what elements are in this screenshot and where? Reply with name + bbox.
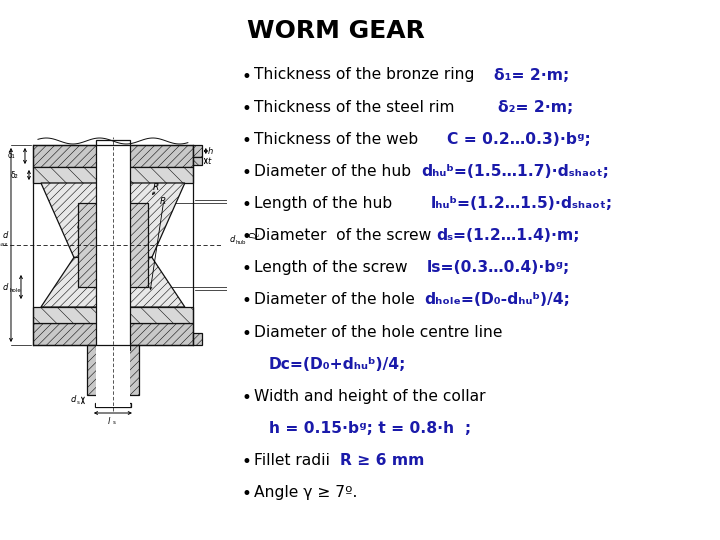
Text: Diameter of the hole: Diameter of the hole [254, 293, 425, 307]
Text: Thickness of the web: Thickness of the web [254, 132, 447, 147]
Text: •: • [242, 453, 251, 471]
Text: Fillet radii: Fillet radii [254, 453, 340, 468]
Text: •: • [242, 389, 251, 407]
Polygon shape [33, 167, 193, 183]
Text: C: C [111, 235, 117, 245]
Text: D: D [250, 232, 258, 238]
Text: a max: a max [0, 242, 8, 247]
Text: Diameter of the hole centre line: Diameter of the hole centre line [254, 325, 503, 340]
Text: Diameter  of the screw: Diameter of the screw [254, 228, 436, 243]
Bar [95, 403, 131, 407]
Bar [96, 345, 130, 407]
Text: dₕₒₗₑ=(D₀-dₕᵤᵇ)/4;: dₕₒₗₑ=(D₀-dₕᵤᵇ)/4; [425, 293, 570, 307]
Text: •: • [242, 325, 251, 342]
Bar [193, 145, 202, 157]
Text: Dᴄ=(D₀+dₕᵤᵇ)/4;: Dᴄ=(D₀+dₕᵤᵇ)/4; [269, 356, 406, 372]
Bar [193, 333, 202, 345]
Text: •: • [242, 132, 251, 150]
Text: Diameter of the hub: Diameter of the hub [254, 164, 420, 179]
Text: Angle γ ≥ 7º.: Angle γ ≥ 7º. [254, 485, 357, 500]
Text: δ₂: δ₂ [11, 171, 19, 179]
Text: C = 0.2…0.3)·bᵍ;: C = 0.2…0.3)·bᵍ; [447, 132, 591, 147]
Text: d: d [77, 222, 82, 231]
Text: δ₂= 2·m;: δ₂= 2·m; [498, 99, 574, 114]
Text: d: d [3, 282, 9, 292]
Text: Thickness of the bronze ring: Thickness of the bronze ring [254, 68, 494, 83]
Text: t: t [208, 157, 211, 165]
Text: s: s [113, 421, 116, 426]
Text: •: • [242, 164, 251, 182]
Text: δ₁: δ₁ [7, 152, 15, 160]
Text: R: R [153, 184, 159, 192]
Text: dₕᵤᵇ=(1.5…1.7)·dₛₕₐₒₜ;: dₕᵤᵇ=(1.5…1.7)·dₛₕₐₒₜ; [420, 164, 608, 179]
Text: hub: hub [235, 240, 246, 246]
Text: Length of the hub: Length of the hub [254, 196, 431, 211]
Bar [99, 395, 127, 403]
Text: Width and height of the collar: Width and height of the collar [254, 389, 485, 404]
Polygon shape [41, 258, 185, 307]
Text: •: • [242, 485, 251, 503]
Bar [87, 345, 139, 395]
Text: R ≥ 6 mm: R ≥ 6 mm [340, 453, 424, 468]
Text: •: • [242, 293, 251, 310]
Bar [96, 140, 130, 350]
Text: shaft: shaft [84, 227, 98, 232]
Text: hub: hub [113, 273, 125, 279]
Text: d: d [230, 235, 235, 245]
Text: c: c [256, 233, 261, 237]
Text: h: h [208, 146, 213, 156]
Text: Thickness of the steel rim: Thickness of the steel rim [254, 99, 498, 114]
Text: l: l [108, 416, 110, 426]
Polygon shape [33, 145, 193, 167]
Text: dₛ=(1.2…1.4)·m;: dₛ=(1.2…1.4)·m; [436, 228, 580, 243]
Text: h = 0.15·bᵍ; t = 0.8·h  ;: h = 0.15·bᵍ; t = 0.8·h ; [269, 421, 471, 436]
Text: WORM GEAR: WORM GEAR [246, 19, 424, 43]
Text: d: d [3, 231, 8, 240]
Text: s: s [77, 400, 80, 404]
Text: •: • [242, 196, 251, 214]
Bar [78, 203, 148, 287]
Text: R: R [160, 197, 166, 206]
Text: ls=(0.3…0.4)·bᵍ;: ls=(0.3…0.4)·bᵍ; [427, 260, 570, 275]
Bar [33, 145, 193, 345]
Bar [193, 157, 202, 165]
Text: Length of the screw: Length of the screw [254, 260, 427, 275]
Text: hole: hole [10, 287, 22, 293]
Text: d: d [71, 395, 76, 403]
Text: •: • [242, 228, 251, 246]
Polygon shape [33, 323, 193, 345]
Text: l: l [107, 269, 109, 279]
Text: •: • [242, 99, 251, 118]
Text: •: • [242, 68, 251, 85]
Text: δ₁= 2·m;: δ₁= 2·m; [494, 68, 569, 83]
Polygon shape [33, 307, 193, 323]
Polygon shape [41, 183, 185, 258]
Text: lₕᵤᵇ=(1.2…1.5)·dₛₕₐₒₜ;: lₕᵤᵇ=(1.2…1.5)·dₛₕₐₒₜ; [431, 196, 613, 211]
Text: •: • [242, 260, 251, 278]
